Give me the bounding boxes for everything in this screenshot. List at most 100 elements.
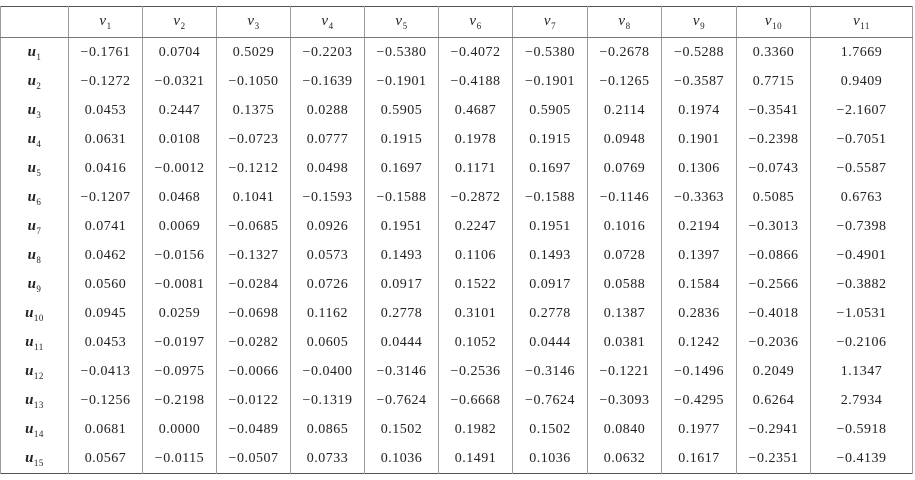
cell: 0.0462 [68,241,143,270]
cell: 0.7715 [736,67,811,96]
table-body: u1 −0.1761 0.0704 0.5029 −0.2203 −0.5380 −0.40… [0,37,913,474]
cell: −0.2678 [587,37,662,67]
symbol: v [543,13,552,30]
column-header: v6 [438,6,513,38]
subscript: 4 [36,138,42,149]
cell: −0.1319 [290,386,365,415]
cell: −0.0507 [216,444,291,474]
row-header: u3 [0,96,69,125]
column-header: v2 [142,6,217,38]
cell: −0.1588 [364,183,439,212]
cell: 0.5029 [216,37,291,67]
subscript: 2 [36,80,42,91]
cell: −0.4139 [810,444,913,474]
cell: 0.1036 [364,444,439,474]
symbol: u [27,188,37,205]
cell: −0.5587 [810,154,913,183]
cell: 0.0769 [587,154,662,183]
cell: 0.1951 [364,212,439,241]
cell: 0.4687 [438,96,513,125]
cell: −0.7624 [512,386,588,415]
subscript: 4 [328,20,334,31]
subscript: 3 [36,109,42,120]
symbol: v [321,13,329,30]
cell: 0.1617 [661,444,737,474]
subscript: 10 [772,20,783,31]
column-header: v11 [810,6,913,38]
cell: −0.0685 [216,212,291,241]
table-row: u12 −0.0413 −0.0975 −0.0066 −0.0400 −0.3146 −0… [0,357,913,386]
cell: −0.0122 [216,386,291,415]
cell: 1.7669 [810,37,913,67]
cell: −0.6668 [438,386,513,415]
table-row: u14 0.0681 0.0000 −0.0489 0.0865 0.1502 0.1982… [0,415,913,444]
subscript: 10 [33,312,44,323]
cell: −0.1212 [216,154,291,183]
cell: 0.2114 [587,96,662,125]
row-header: u9 [0,270,69,299]
cell: 0.0917 [512,270,588,299]
symbol: u [25,362,34,379]
cell: −1.0531 [810,299,913,328]
row-header: u14 [0,415,69,444]
symbol: u [27,130,37,147]
cell: 0.1397 [661,241,737,270]
cell: 0.0588 [587,270,662,299]
cell: 0.3101 [438,299,513,328]
cell: 0.0453 [68,96,143,125]
cell: 0.1162 [290,299,365,328]
cell: 0.1171 [438,154,513,183]
column-header: v5 [364,6,439,38]
cell: 0.1522 [438,270,513,299]
symbol: u [27,43,37,60]
cell: 0.1901 [661,125,737,154]
cell: −0.5380 [364,37,439,67]
symbol: u [27,217,37,234]
subscript: 8 [36,254,42,265]
cell: −0.2398 [736,125,811,154]
cell: −0.0413 [68,357,143,386]
table-row: u11 0.0453 −0.0197 −0.0282 0.0605 0.0444 0.105… [0,328,913,357]
symbol: v [618,13,626,30]
subscript: 5 [402,20,408,31]
subscript: 6 [476,20,482,31]
symbol: v [395,13,403,30]
cell: 0.1951 [512,212,588,241]
symbol: v [764,13,773,30]
cell: 0.0444 [512,328,588,357]
cell: 0.0567 [68,444,143,474]
cell: 0.0605 [290,328,365,357]
subscript: 9 [36,283,42,294]
cell: −0.2036 [736,328,811,357]
cell: 0.5905 [512,96,588,125]
cell: −0.2198 [142,386,217,415]
table-row: u9 0.0560 −0.0081 −0.0284 0.0726 0.0917 0.1522… [0,270,913,299]
table-header: v1 v2 v3 v4 v5 v6 v7 v8 v9 v10 v11 [0,6,913,38]
cell: −0.3587 [661,67,737,96]
cell: 0.1502 [512,415,588,444]
row-header: u2 [0,67,69,96]
cell: 0.0259 [142,299,217,328]
symbol: v [173,13,181,30]
cell: −0.0723 [216,125,291,154]
cell: 0.1697 [364,154,439,183]
cell: 0.1041 [216,183,291,212]
cell: −0.4018 [736,299,811,328]
cell: −0.4295 [661,386,737,415]
symbol: u [27,159,37,176]
cell: 0.0000 [142,415,217,444]
subscript: 1 [36,51,42,62]
cell: 0.1915 [512,125,588,154]
cell: 0.1493 [512,241,588,270]
column-header: v1 [68,6,143,38]
cell: −0.0284 [216,270,291,299]
row-header: u4 [0,125,69,154]
cell: −0.1901 [512,67,588,96]
cell: −0.0743 [736,154,811,183]
row-header: u10 [0,299,69,328]
column-header: v8 [587,6,662,38]
data-table: v1 v2 v3 v4 v5 v6 v7 v8 v9 v10 v11 u1 −0.1761 0.0704… [0,6,913,474]
cell: −0.1588 [512,183,588,212]
subscript: 15 [33,457,44,468]
